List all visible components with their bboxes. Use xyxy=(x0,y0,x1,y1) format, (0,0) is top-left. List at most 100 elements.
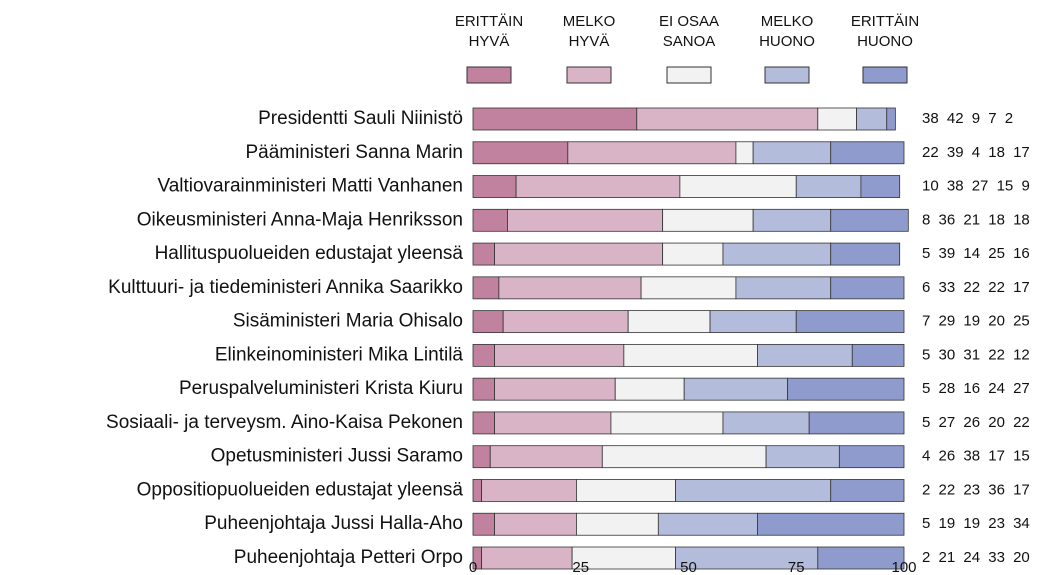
legend-swatch xyxy=(764,66,810,84)
value-label: 2 xyxy=(922,549,930,566)
category-label: Opetusministeri Jussi Saramo xyxy=(211,446,463,467)
value-labels: 5 27 26 20 22 xyxy=(922,414,1030,431)
bar-segment xyxy=(657,512,758,536)
value-label: 14 xyxy=(963,245,980,262)
legend-label: ERITTÄIN HYVÄ xyxy=(454,13,524,50)
value-label: 12 xyxy=(1013,346,1030,363)
value-label: 7 xyxy=(988,110,996,127)
bar-segment xyxy=(507,208,664,232)
bar-segment xyxy=(489,445,603,469)
value-label: 25 xyxy=(1013,313,1030,330)
value-label: 8 xyxy=(922,211,930,228)
bar-segment xyxy=(830,479,905,502)
bar-segment xyxy=(675,479,832,502)
value-labels: 5 39 14 25 16 xyxy=(922,245,1030,262)
value-label: 4 xyxy=(972,144,980,161)
value-label: 24 xyxy=(988,380,1005,397)
bar-segment xyxy=(860,175,901,198)
value-label: 19 xyxy=(939,515,956,532)
legend-swatch xyxy=(566,66,612,84)
bar-segment xyxy=(515,175,681,198)
bar-segment xyxy=(472,242,495,266)
bar-segment xyxy=(851,343,905,367)
bar-segment xyxy=(795,310,905,334)
value-label: 15 xyxy=(997,178,1014,195)
category-label: Sosiaali- ja terveysm. Aino-Kaisa Pekone… xyxy=(106,412,463,433)
bar-segment xyxy=(494,411,612,435)
value-labels: 5 28 16 24 27 xyxy=(922,380,1030,397)
bar-segment xyxy=(627,310,711,334)
bar-segment xyxy=(481,546,573,570)
category-label: Pääministeri Sanna Marin xyxy=(245,142,463,163)
bar-segment xyxy=(498,276,642,300)
value-label: 5 xyxy=(922,515,930,532)
value-label: 18 xyxy=(1013,211,1030,228)
bar-segment xyxy=(601,445,767,469)
bar-segment xyxy=(662,242,724,266)
bar-segment xyxy=(722,242,832,266)
bar-segment xyxy=(472,479,483,502)
bar-segment xyxy=(886,107,896,131)
bar-segment xyxy=(502,310,629,334)
bar-segment xyxy=(838,445,905,469)
value-label: 4 xyxy=(922,448,930,465)
bar-segment xyxy=(472,208,508,232)
category-label: Kulttuuri- ja tiedeministeri Annika Saar… xyxy=(108,277,463,298)
bar-segment xyxy=(830,208,909,232)
value-labels: 38 42 9 7 2 xyxy=(922,110,1013,127)
value-label: 27 xyxy=(972,178,989,195)
value-labels: 10 38 27 15 9 xyxy=(922,178,1030,195)
value-label: 42 xyxy=(947,110,964,127)
bar-segment xyxy=(735,141,754,165)
bar-segment xyxy=(636,107,819,131)
legend-label: EI OSAA SANOA xyxy=(658,13,720,50)
value-label: 33 xyxy=(939,279,956,296)
value-label: 17 xyxy=(988,448,1005,465)
x-tick-label: 0 xyxy=(469,559,477,575)
bar-segment xyxy=(567,141,737,165)
category-label: Presidentti Sauli Niinistö xyxy=(258,108,463,129)
legend-swatch xyxy=(666,66,712,84)
value-label: 22 xyxy=(1013,414,1030,431)
bar-segment xyxy=(765,445,840,469)
bar-segment xyxy=(494,377,616,401)
value-label: 10 xyxy=(922,178,939,195)
category-label: Hallituspuolueiden edustajat yleensä xyxy=(155,243,464,264)
x-tick-label: 25 xyxy=(572,559,589,575)
x-tick-label: 75 xyxy=(788,559,805,575)
category-label: Oppositiopuolueiden edustajat yleensä xyxy=(137,479,464,500)
value-label: 27 xyxy=(1013,380,1030,397)
bar-segment xyxy=(614,377,685,401)
value-label: 16 xyxy=(1013,245,1030,262)
value-label: 22 xyxy=(922,144,939,161)
value-label: 7 xyxy=(922,313,930,330)
value-label: 39 xyxy=(939,245,956,262)
value-label: 34 xyxy=(1013,515,1030,532)
value-label: 26 xyxy=(963,414,980,431)
value-labels: 22 39 4 18 17 xyxy=(922,144,1030,161)
value-label: 15 xyxy=(1013,448,1030,465)
bar-segment xyxy=(795,175,862,198)
value-label: 31 xyxy=(963,346,980,363)
value-label: 5 xyxy=(922,380,930,397)
value-label: 2 xyxy=(922,481,930,498)
bar-segment xyxy=(640,276,737,300)
value-label: 2 xyxy=(1005,110,1013,127)
value-label: 24 xyxy=(963,549,980,566)
bar-segment xyxy=(679,175,797,198)
value-label: 33 xyxy=(988,549,1005,566)
value-label: 20 xyxy=(1013,549,1030,566)
category-label: Valtiovarainministeri Matti Vanhanen xyxy=(157,176,463,197)
bar-segment xyxy=(722,411,810,435)
value-label: 22 xyxy=(963,279,980,296)
value-labels: 8 36 21 18 18 xyxy=(922,211,1030,228)
x-tick-label: 100 xyxy=(891,559,916,575)
value-label: 26 xyxy=(939,448,956,465)
value-label: 22 xyxy=(939,481,956,498)
bar-segment xyxy=(856,107,888,131)
value-label: 5 xyxy=(922,414,930,431)
value-labels: 5 30 31 22 12 xyxy=(922,346,1030,363)
category-label: Puheenjohtaja Jussi Halla-Aho xyxy=(204,513,463,534)
category-label: Oikeusministeri Anna-Maja Henriksson xyxy=(137,209,463,230)
legend-swatch xyxy=(862,66,908,84)
